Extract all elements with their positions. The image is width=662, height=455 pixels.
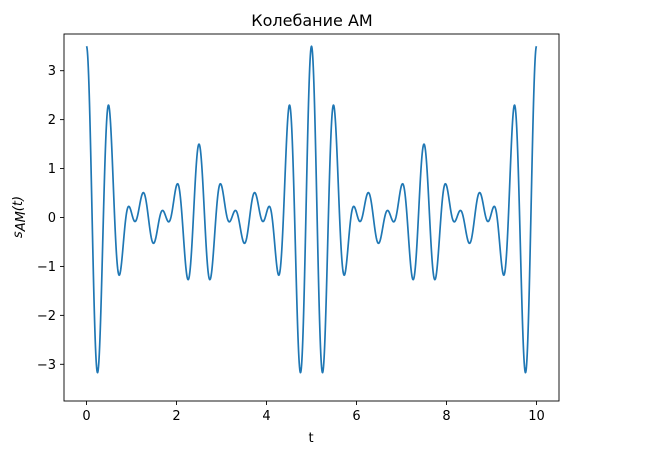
x-tick-label: 0 (82, 409, 90, 424)
x-tick-label: 4 (262, 409, 270, 424)
y-tick-label: −1 (37, 260, 56, 275)
x-tick-label: 2 (172, 409, 180, 424)
y-axis-label-sub: AM (14, 211, 29, 232)
series-line (85, 45, 538, 374)
y-axis-label: sAM(t) (11, 196, 29, 238)
x-tick-label: 10 (528, 409, 545, 424)
y-axis: −3 −2 −1 0 1 2 3 (37, 64, 64, 373)
x-tick-label: 8 (442, 409, 450, 424)
y-tick-label: 1 (48, 162, 56, 177)
y-axis-label-base: s (11, 231, 26, 238)
x-axis: 0 2 4 6 8 10 (82, 401, 545, 424)
x-axis-label: t (308, 431, 313, 446)
y-tick-label: −3 (37, 358, 56, 373)
x-tick-label: 6 (352, 409, 360, 424)
y-tick-label: 3 (48, 64, 56, 79)
y-tick-label: −2 (37, 309, 56, 324)
y-axis-label-arg: (t) (11, 196, 26, 211)
y-tick-label: 2 (48, 113, 56, 128)
chart-title: Колебание АМ (251, 11, 372, 30)
y-tick-label: 0 (48, 211, 56, 226)
